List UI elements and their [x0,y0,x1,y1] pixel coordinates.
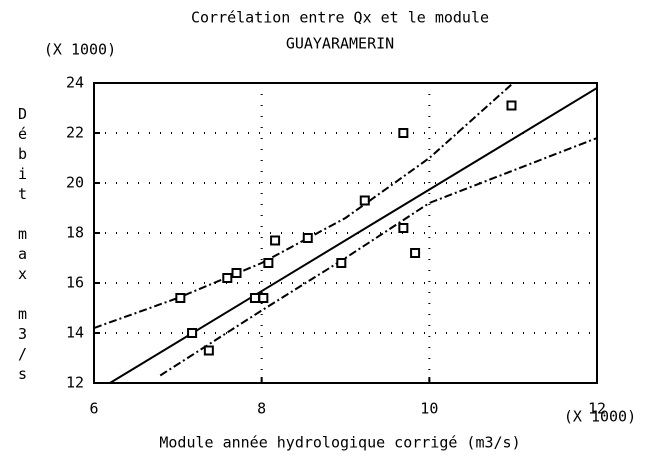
data-point [336,258,347,268]
y-tick-label: 16 [66,274,84,292]
data-point [398,128,409,138]
data-point [398,223,409,233]
data-point [249,293,260,303]
data-point [302,233,313,243]
data-point [258,293,269,303]
x-tick-label: 6 [89,400,98,418]
data-point [410,248,421,258]
y-tick-label: 20 [66,174,84,192]
data-point [359,195,370,206]
y-tick-label: 12 [66,374,84,392]
x-multiplier: (X 1000) [564,408,636,426]
upper-confidence-band [94,83,515,329]
y-tick-label: 18 [66,224,84,242]
x-tick-label: 12 [588,400,606,418]
data-point [506,100,517,111]
y-tick-label: 14 [66,324,84,342]
x-axis-label: Module année hydrologique corrigé (m3/s) [159,434,520,452]
y-multiplier: (X 1000) [44,41,116,59]
y-axis-label: Débit max m3/s [14,105,32,385]
data-point [231,268,242,278]
x-tick-label: 10 [420,400,438,418]
data-point [187,328,198,338]
chart-subtitle: GUAYARAMERIN [286,35,394,53]
data-point [222,273,233,283]
data-point [263,258,274,268]
plot-frame [93,82,598,384]
lower-confidence-band [159,137,597,377]
data-point [270,235,281,246]
data-point [203,345,214,356]
x-tick-label: 8 [257,400,266,418]
data-point [175,293,186,303]
y-tick-label: 24 [66,74,84,92]
y-tick-label: 22 [66,124,84,142]
chart-title: Corrélation entre Qx et le module [191,9,489,27]
